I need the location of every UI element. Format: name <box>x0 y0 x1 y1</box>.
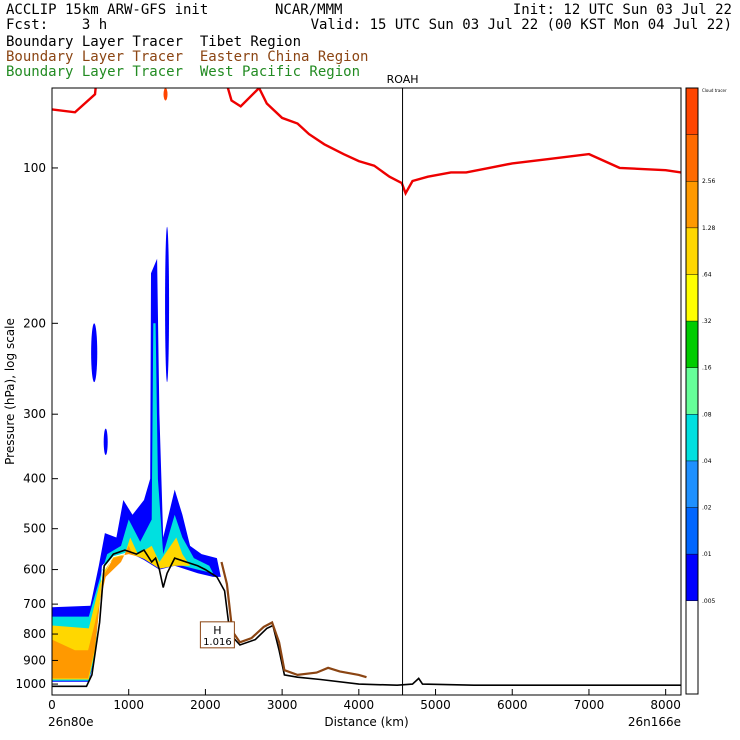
tracer-fill-layer-3 <box>52 545 144 679</box>
tracer-blob-0 <box>91 323 98 383</box>
colorbar-swatch <box>686 181 698 228</box>
x-tick-label: 6000 <box>497 698 528 712</box>
y-tick-label: 100 <box>23 161 46 175</box>
header-title: ACCLIP 15km ARW-GFS init <box>6 2 209 18</box>
y-tick-label: 400 <box>23 472 46 486</box>
colorbar-label: .01 <box>702 551 712 558</box>
tracer-blob-2 <box>165 226 170 383</box>
colorbar-swatch <box>686 507 698 555</box>
x-endpoint-left: 26n80e <box>48 715 94 729</box>
colorbar-label: .005 <box>702 598 716 605</box>
legend-entry-tibet: Boundary Layer Tracer Tibet Region <box>6 34 302 50</box>
x-axis-label: Distance (km) <box>324 715 408 729</box>
y-tick-label: 600 <box>23 563 46 577</box>
colorbar-swatch <box>686 134 698 182</box>
colorbar-swatch <box>686 227 698 275</box>
colorbar-label: .32 <box>702 318 712 325</box>
y-tick-label: 700 <box>23 597 46 611</box>
vertical-marker-label: ROAH <box>387 73 419 86</box>
colorbar-swatch <box>686 647 698 694</box>
header-org: NCAR/MMM <box>275 2 343 18</box>
legend-entry-west-pacific: Boundary Layer Tracer West Pacific Regio… <box>6 64 361 80</box>
x-tick-label: 1000 <box>113 698 144 712</box>
colorbar-label: .64 <box>702 271 712 278</box>
terrain-line-tibet <box>52 549 681 688</box>
colorbar-swatch <box>686 414 698 461</box>
tropopause-line <box>52 88 681 197</box>
y-tick-label: 1000 <box>15 677 46 691</box>
colorbar-swatch <box>686 600 698 648</box>
header-valid: Valid: 15 UTC Sun 03 Jul 22 (00 KST Mon … <box>310 17 732 33</box>
colorbar-label: .08 <box>702 411 712 418</box>
colorbar-label: .02 <box>702 505 712 512</box>
x-tick-label: 3000 <box>267 698 298 712</box>
colorbar-swatch <box>686 321 698 368</box>
high-label-letter: H <box>213 624 221 637</box>
colorbar-label: .04 <box>702 458 712 465</box>
colorbar-label: .16 <box>702 365 712 372</box>
tracer-fill-layer-2 <box>52 537 191 680</box>
colorbar-frame <box>685 87 699 695</box>
tracer-blob-1 <box>103 428 108 456</box>
colorbar-swatch <box>686 554 698 601</box>
y-tick-label: 900 <box>23 653 46 667</box>
tracer-blob-3 <box>163 88 168 101</box>
plot-frame <box>51 87 682 696</box>
x-tick-label: 8000 <box>650 698 681 712</box>
tracer-fill-layer-1 <box>52 323 214 681</box>
colorbar-swatch <box>686 274 698 322</box>
colorbar-swatch <box>686 367 698 415</box>
y-tick-label: 300 <box>23 407 46 421</box>
colorbar-swatch <box>686 88 698 135</box>
x-tick-label: 0 <box>48 698 56 712</box>
x-tick-label: 4000 <box>344 698 375 712</box>
colorbar-label: Cloud tracer <box>702 88 727 93</box>
header-init: Init: 12 UTC Sun 03 Jul 22 <box>512 2 732 18</box>
high-label-box <box>199 621 235 649</box>
high-label-value: 1.016 <box>203 637 232 648</box>
y-axis-label: Pressure (hPa), log scale <box>3 318 17 465</box>
x-tick-label: 7000 <box>574 698 605 712</box>
colorbar-label: 2.56 <box>702 178 716 185</box>
y-tick-label: 200 <box>23 316 46 330</box>
terrain-line-eastern-china <box>220 561 367 679</box>
legend-entry-eastern-china: Boundary Layer Tracer Eastern China Regi… <box>6 49 369 65</box>
x-tick-label: 5000 <box>420 698 451 712</box>
y-tick-label: 800 <box>23 627 46 641</box>
x-tick-label: 2000 <box>190 698 221 712</box>
colorbar-label: 1.28 <box>702 225 716 232</box>
x-endpoint-right: 26n166e <box>628 715 681 729</box>
y-tick-label: 500 <box>23 522 46 536</box>
colorbar-swatch <box>686 460 698 508</box>
header-fcst: Fcst: 3 h <box>6 17 108 33</box>
